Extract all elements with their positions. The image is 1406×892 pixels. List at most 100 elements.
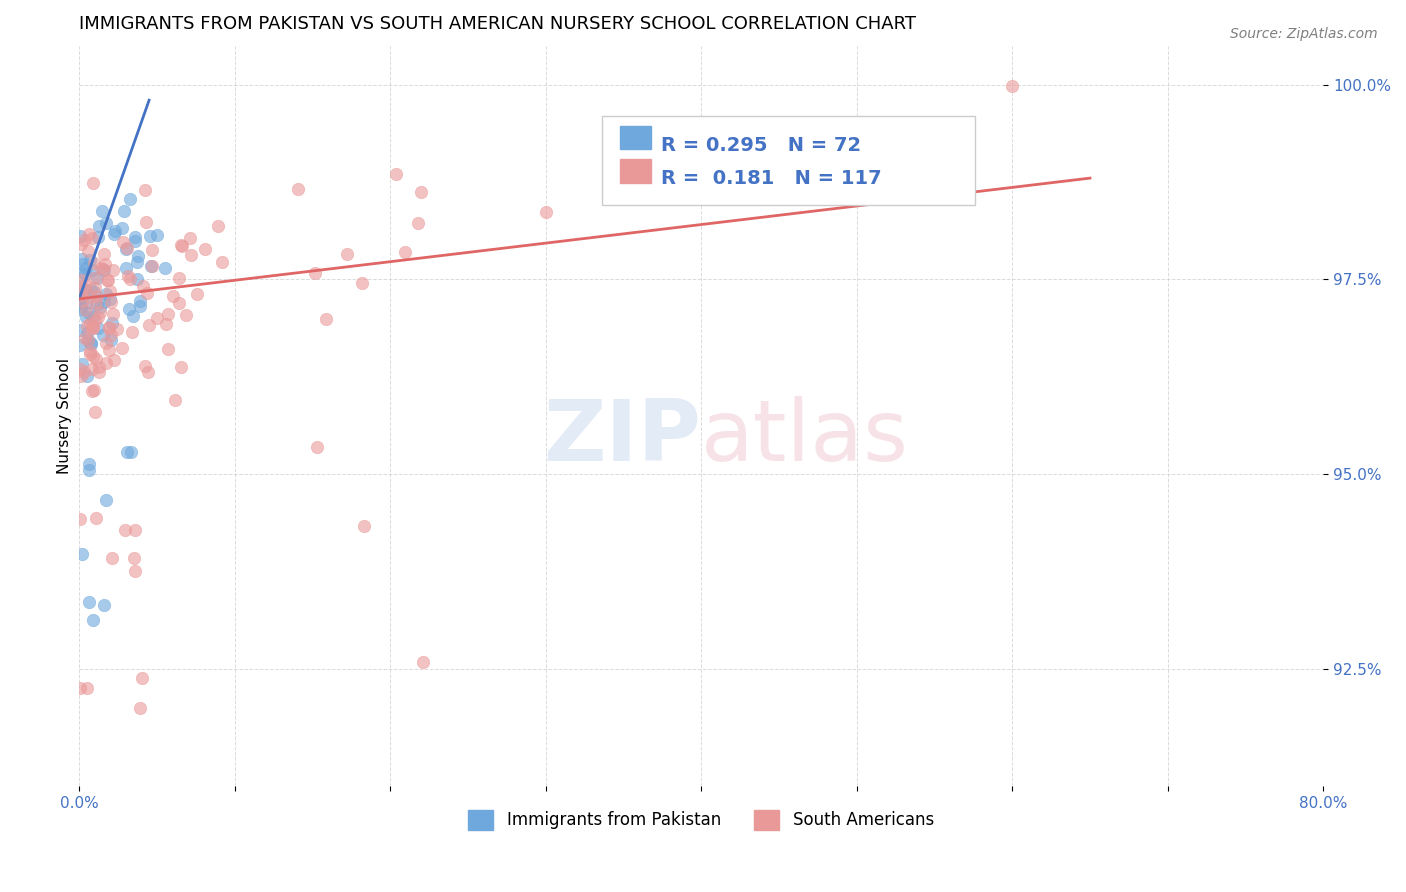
Point — [139, 229, 162, 244]
Point — [186, 287, 208, 301]
Point — [98, 285, 121, 299]
Point — [165, 392, 187, 407]
Point — [100, 328, 122, 343]
Point — [96, 216, 118, 230]
Point — [100, 294, 122, 309]
Point — [76, 368, 98, 383]
Point — [76, 333, 98, 347]
Point — [157, 307, 180, 321]
Point — [79, 347, 101, 361]
Point — [117, 268, 139, 283]
Point — [114, 523, 136, 537]
Point — [121, 325, 143, 339]
Point — [122, 309, 145, 323]
Point — [82, 321, 104, 335]
Point — [83, 313, 105, 327]
Point — [77, 458, 100, 472]
Point — [70, 547, 93, 561]
Point — [162, 289, 184, 303]
Point — [98, 293, 121, 307]
Point — [79, 253, 101, 268]
Point — [93, 599, 115, 613]
Point — [73, 282, 96, 296]
Point — [70, 273, 93, 287]
Point — [131, 671, 153, 685]
Point — [412, 655, 434, 669]
Point — [84, 405, 107, 419]
Point — [80, 231, 103, 245]
Point — [86, 310, 108, 324]
Point — [86, 296, 108, 310]
Point — [89, 300, 111, 314]
Point — [70, 252, 93, 266]
Point — [394, 245, 416, 260]
Point — [134, 359, 156, 373]
Point — [76, 681, 98, 695]
Point — [77, 333, 100, 347]
Point — [117, 242, 139, 256]
Point — [305, 440, 328, 454]
Point — [93, 247, 115, 261]
Point — [89, 305, 111, 319]
Point — [70, 300, 93, 314]
Point — [69, 229, 91, 244]
Point — [86, 510, 108, 524]
Point — [86, 351, 108, 366]
Point — [211, 255, 233, 269]
Point — [75, 302, 97, 317]
Point — [70, 265, 93, 279]
Y-axis label: Nursery School: Nursery School — [58, 358, 72, 474]
Point — [155, 317, 177, 331]
Point — [82, 349, 104, 363]
Point — [80, 263, 103, 277]
Point — [87, 359, 110, 374]
Point — [132, 279, 155, 293]
Point — [79, 344, 101, 359]
Point — [153, 260, 176, 275]
Point — [87, 321, 110, 335]
Text: atlas: atlas — [702, 396, 910, 479]
Point — [124, 523, 146, 537]
Point — [69, 369, 91, 384]
Point — [83, 256, 105, 270]
Point — [304, 266, 326, 280]
Bar — [620, 159, 651, 183]
Point — [86, 270, 108, 285]
Point — [83, 271, 105, 285]
Point — [128, 701, 150, 715]
Point — [125, 255, 148, 269]
Point — [80, 337, 103, 351]
Point — [94, 257, 117, 271]
Point — [91, 327, 114, 342]
Point — [170, 238, 193, 252]
Point — [112, 203, 135, 218]
Point — [93, 295, 115, 310]
Point — [174, 308, 197, 322]
Point — [167, 295, 190, 310]
Point — [138, 318, 160, 333]
Point — [125, 272, 148, 286]
Point — [115, 445, 138, 459]
Point — [80, 335, 103, 350]
Point — [69, 291, 91, 305]
Point — [157, 342, 180, 356]
Point — [120, 192, 142, 206]
Point — [69, 279, 91, 293]
Text: IMMIGRANTS FROM PAKISTAN VS SOUTH AMERICAN NURSERY SCHOOL CORRELATION CHART: IMMIGRANTS FROM PAKISTAN VS SOUTH AMERIC… — [79, 15, 917, 33]
Point — [77, 595, 100, 609]
Point — [75, 296, 97, 310]
FancyBboxPatch shape — [602, 116, 974, 205]
Point — [82, 613, 104, 627]
Point — [83, 384, 105, 398]
Point — [169, 271, 191, 285]
Point — [87, 219, 110, 233]
Point — [79, 316, 101, 330]
Point — [79, 289, 101, 303]
Point — [408, 216, 430, 230]
Point — [352, 276, 374, 290]
Point — [124, 564, 146, 578]
Point — [315, 312, 337, 326]
Point — [80, 384, 103, 398]
Point — [87, 365, 110, 379]
Point — [534, 205, 557, 219]
